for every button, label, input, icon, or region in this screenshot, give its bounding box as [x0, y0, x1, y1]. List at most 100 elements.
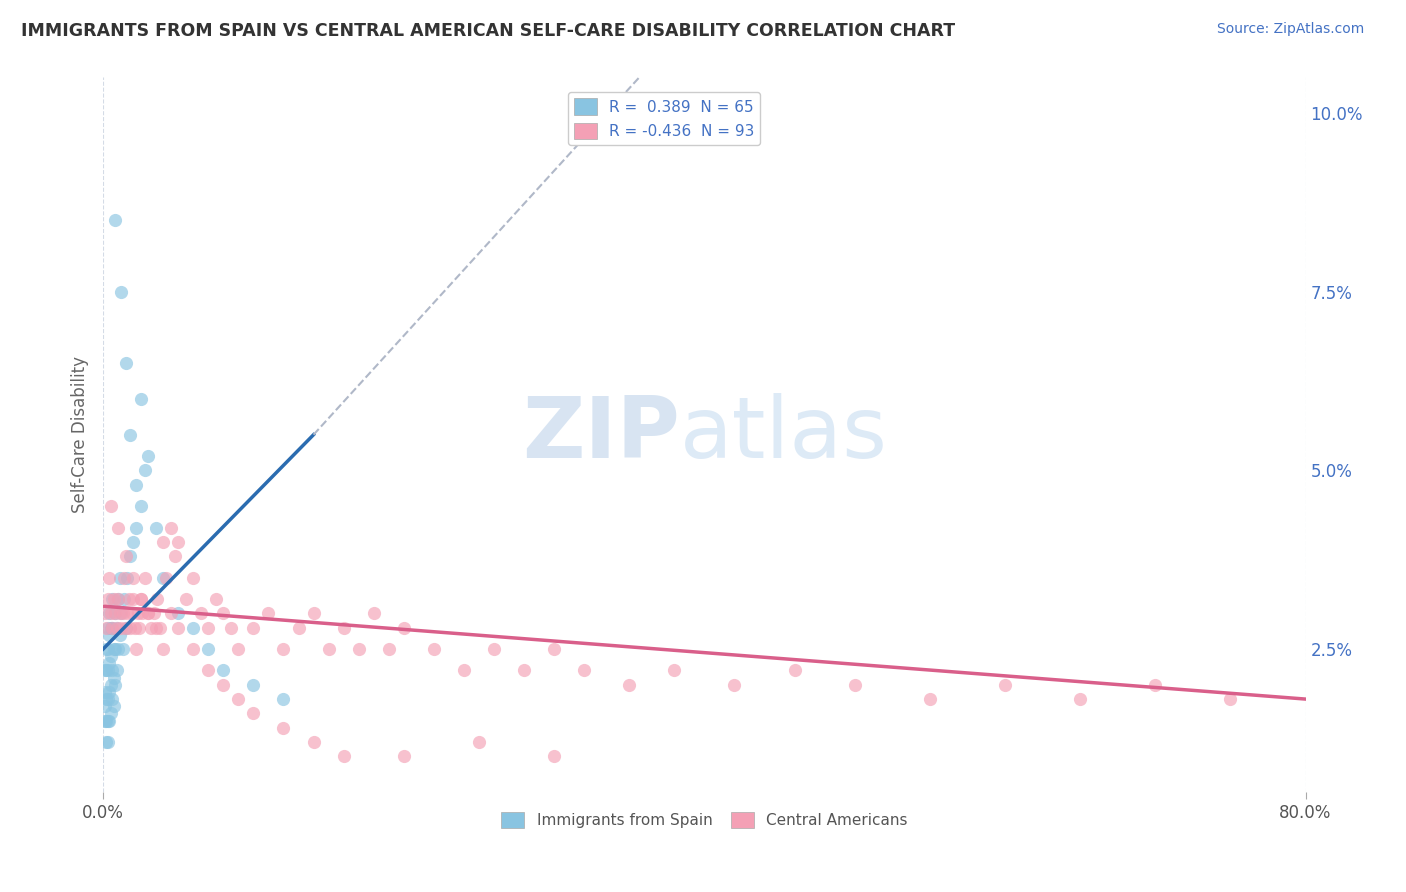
Point	[100, 678, 122, 692]
Point	[110, 607, 132, 621]
Point	[98, 657, 121, 671]
Point	[1219, 692, 1241, 706]
Point	[120, 549, 142, 564]
Point	[136, 449, 159, 463]
Y-axis label: Self-Care Disability: Self-Care Disability	[72, 356, 89, 513]
Point	[543, 749, 565, 764]
Point	[103, 592, 125, 607]
Point	[228, 692, 250, 706]
Point	[723, 678, 745, 692]
Point	[136, 607, 159, 621]
Point	[125, 477, 148, 491]
Point	[103, 642, 125, 657]
Point	[145, 520, 167, 534]
Point	[120, 427, 142, 442]
Point	[273, 642, 295, 657]
Point	[131, 607, 153, 621]
Text: Source: ZipAtlas.com: Source: ZipAtlas.com	[1216, 22, 1364, 37]
Point	[197, 621, 219, 635]
Point	[129, 592, 152, 607]
Point	[114, 621, 136, 635]
Point	[107, 520, 129, 534]
Point	[97, 664, 120, 678]
Point	[93, 699, 115, 714]
Point	[93, 685, 115, 699]
Point	[197, 664, 219, 678]
Point	[617, 678, 640, 692]
Point	[98, 628, 121, 642]
Point	[129, 499, 152, 513]
Point	[111, 607, 134, 621]
Point	[105, 621, 128, 635]
Point	[129, 592, 152, 607]
Point	[318, 642, 340, 657]
Point	[97, 621, 120, 635]
Text: IMMIGRANTS FROM SPAIN VS CENTRAL AMERICAN SELF-CARE DISABILITY CORRELATION CHART: IMMIGRANTS FROM SPAIN VS CENTRAL AMERICA…	[21, 22, 955, 40]
Point	[104, 642, 127, 657]
Point	[104, 607, 127, 621]
Point	[101, 621, 124, 635]
Point	[108, 628, 131, 642]
Point	[159, 607, 181, 621]
Point	[98, 714, 121, 728]
Point	[114, 356, 136, 370]
Point	[181, 571, 204, 585]
Point	[152, 571, 174, 585]
Point	[273, 692, 295, 706]
Point	[125, 642, 148, 657]
Point	[115, 607, 138, 621]
Point	[572, 664, 595, 678]
Point	[664, 664, 686, 678]
Point	[97, 692, 120, 706]
Legend: Immigrants from Spain, Central Americans: Immigrants from Spain, Central Americans	[495, 805, 914, 834]
Point	[107, 592, 129, 607]
Point	[128, 621, 150, 635]
Point	[108, 607, 131, 621]
Point	[1069, 692, 1091, 706]
Point	[111, 642, 134, 657]
Point	[93, 607, 115, 621]
Point	[1144, 678, 1167, 692]
Text: ZIP: ZIP	[523, 393, 681, 476]
Point	[100, 499, 122, 513]
Point	[97, 735, 120, 749]
Point	[94, 735, 117, 749]
Point	[127, 607, 149, 621]
Point	[273, 721, 295, 735]
Point	[994, 678, 1017, 692]
Point	[94, 642, 117, 657]
Point	[97, 714, 120, 728]
Point	[100, 706, 122, 721]
Point	[453, 664, 475, 678]
Point	[98, 607, 121, 621]
Point	[94, 621, 117, 635]
Point	[212, 664, 235, 678]
Point	[242, 706, 264, 721]
Point	[122, 592, 145, 607]
Point	[115, 571, 138, 585]
Point	[918, 692, 941, 706]
Point	[363, 607, 385, 621]
Point	[190, 607, 212, 621]
Point	[165, 549, 187, 564]
Point	[118, 592, 141, 607]
Point	[146, 592, 169, 607]
Point	[152, 534, 174, 549]
Point	[104, 607, 127, 621]
Point	[94, 692, 117, 706]
Point	[101, 621, 124, 635]
Point	[98, 571, 121, 585]
Text: atlas: atlas	[681, 393, 889, 476]
Point	[143, 607, 166, 621]
Point	[104, 213, 127, 227]
Point	[125, 520, 148, 534]
Point	[108, 571, 131, 585]
Point	[228, 642, 250, 657]
Point	[107, 642, 129, 657]
Point	[242, 678, 264, 692]
Point	[134, 571, 156, 585]
Point	[97, 642, 120, 657]
Point	[181, 621, 204, 635]
Point	[104, 678, 127, 692]
Point	[100, 607, 122, 621]
